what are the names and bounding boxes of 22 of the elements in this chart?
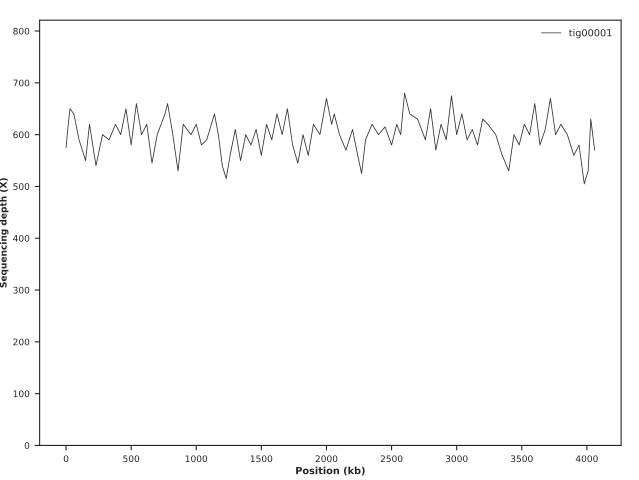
x-tick-label: 2000 bbox=[316, 455, 338, 462]
y-tick-label: 0 bbox=[24, 442, 30, 449]
y-tick-label: 400 bbox=[13, 234, 30, 242]
x-tick-label: 3000 bbox=[446, 455, 468, 462]
x-tick-label: 4000 bbox=[576, 455, 598, 462]
y-tick-label: 300 bbox=[13, 286, 30, 294]
x-tick-label: 0 bbox=[64, 455, 68, 462]
x-tick-label: 1500 bbox=[250, 455, 272, 462]
y-axis-title: Sequencing depth (X) bbox=[0, 178, 8, 288]
y-tick-label: 500 bbox=[13, 183, 30, 190]
y-tick-label: 800 bbox=[13, 28, 30, 35]
y-tick-label: 100 bbox=[14, 390, 30, 398]
x-tick-label: 3500 bbox=[510, 455, 533, 462]
y-tick-label: 600 bbox=[13, 131, 30, 138]
x-tick-label: 2500 bbox=[380, 455, 402, 462]
x-tick-label: 1000 bbox=[186, 455, 208, 462]
x-tick-label: 500 bbox=[123, 455, 140, 462]
legend-label: tig00001 bbox=[569, 28, 612, 38]
y-tick-label: 700 bbox=[13, 80, 30, 86]
line-series bbox=[66, 92, 596, 184]
x-axis-title: Position (kb) bbox=[296, 466, 365, 476]
y-tick-label: 200 bbox=[13, 338, 30, 346]
